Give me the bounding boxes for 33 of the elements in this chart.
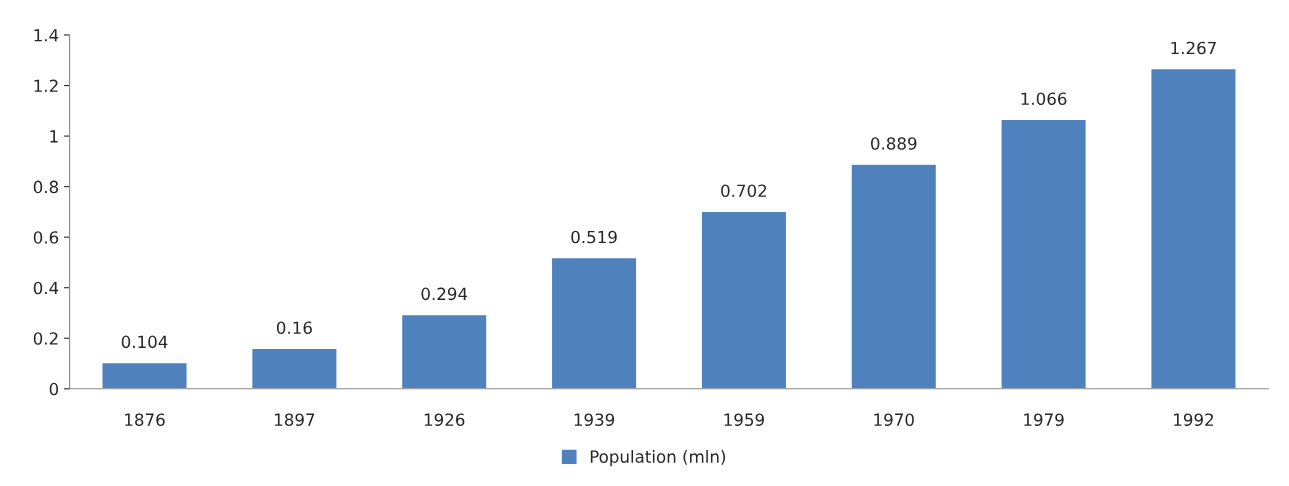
bar	[1000, 118, 1088, 389]
x-tick-label: 1939	[574, 413, 615, 427]
bar	[1150, 67, 1237, 389]
data-label: 0.702	[721, 184, 767, 198]
y-tick-label: 0.8	[33, 180, 59, 194]
bar	[250, 347, 338, 389]
x-tick-label: 1876	[125, 413, 165, 427]
y-tick-label: 0.6	[33, 231, 59, 244]
data-label: 0.519	[571, 230, 617, 244]
y-tick-label: 1.4	[34, 29, 59, 42]
y-tick-label: 0.4	[33, 281, 59, 295]
legend-label: Population (mln)	[590, 450, 726, 467]
bar	[101, 361, 188, 389]
y-tick-label: 0.2	[33, 332, 58, 345]
data-label: 1.066	[1021, 92, 1067, 106]
bar	[400, 313, 488, 389]
x-tick-label: 1992	[1174, 413, 1213, 427]
x-tick-label: 1926	[424, 413, 465, 427]
x-tick-label: 1970	[874, 413, 914, 427]
x-tick-label: 1897	[275, 413, 315, 427]
y-tick-label: 1	[50, 130, 58, 143]
data-label: 0.294	[421, 287, 468, 301]
data-label: 0.889	[871, 137, 917, 150]
data-label: 0.104	[121, 335, 168, 349]
data-label: 0.16	[276, 321, 312, 335]
y-tick-label: 1.2	[34, 79, 58, 92]
x-tick-label: 1979	[1024, 413, 1064, 427]
bar	[850, 163, 938, 389]
data-label: 1.267	[1171, 41, 1216, 55]
bar	[700, 210, 788, 389]
y-tick-label: 0	[49, 382, 59, 396]
x-tick-label: 1959	[724, 413, 764, 427]
bar	[550, 256, 638, 389]
